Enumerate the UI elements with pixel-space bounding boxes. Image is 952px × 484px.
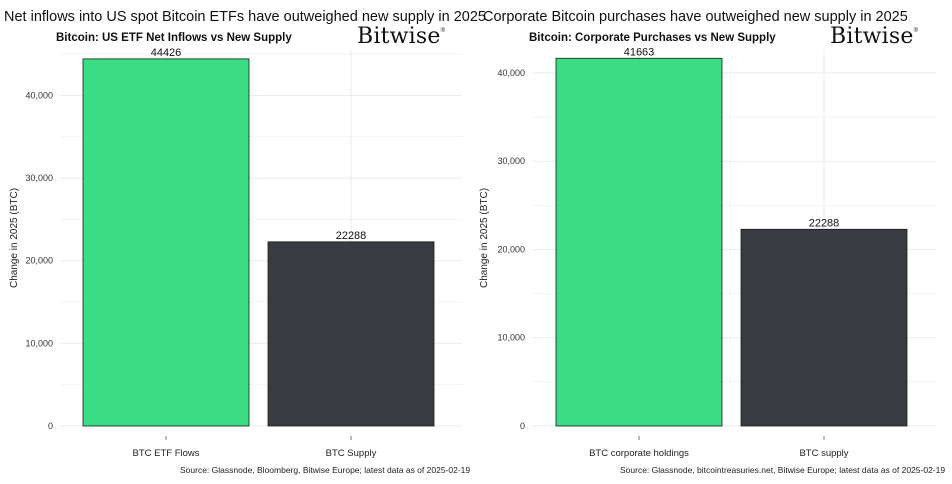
data-label: 44426 <box>151 47 182 59</box>
left-logo-text: Bitwise <box>357 24 441 49</box>
bar-primary <box>82 58 250 427</box>
x-category-label: BTC supply <box>799 448 848 459</box>
data-label: 41663 <box>624 46 655 58</box>
left-bitwise-logo: Bitwise® <box>357 24 446 49</box>
left-chart-panel: Net inflows into US spot Bitcoin ETFs ha… <box>4 9 486 475</box>
y-tick-label: 0 <box>520 421 525 431</box>
x-category-label: BTC corporate holdings <box>589 448 689 459</box>
data-label: 22288 <box>336 230 367 242</box>
y-tick-label: 10,000 <box>497 333 525 343</box>
right-headline: Corporate Bitcoin purchases have outweig… <box>483 9 908 25</box>
bar-primary <box>555 57 723 427</box>
right-source-note: Source: Glassnode, bitcointreasuries.net… <box>620 465 946 475</box>
right-bar-chart: 0 10,000 20,000 30,000 40,000 Change in 2025 … <box>479 46 937 459</box>
y-tick-label: 40,000 <box>25 90 53 100</box>
y-tick-label: 20,000 <box>497 244 525 254</box>
left-source-note: Source: Glassnode, Bloomberg, Bitwise Eu… <box>180 465 471 475</box>
x-category-label: BTC ETF Flows <box>132 448 199 459</box>
y-tick-label: 30,000 <box>25 173 53 183</box>
y-tick-label: 30,000 <box>497 156 525 166</box>
right-bitwise-logo: Bitwise® <box>830 24 919 49</box>
left-bar-chart: 0 10,000 20,000 30,000 40,000 Change in 2025 … <box>9 47 462 459</box>
y-axis-label: Change in 2025 (BTC) <box>9 188 20 288</box>
y-tick-label: 10,000 <box>25 338 53 348</box>
left-headline: Net inflows into US spot Bitcoin ETFs ha… <box>4 9 486 25</box>
y-tick-label: 20,000 <box>25 256 53 266</box>
bar-supply <box>267 241 435 427</box>
bar-supply <box>740 228 908 427</box>
x-category-label: BTC Supply <box>326 448 377 459</box>
y-tick-label: 0 <box>48 421 53 431</box>
left-chart-title: Bitcoin: US ETF Net Inflows vs New Suppl… <box>56 32 292 44</box>
y-axis-label: Change in 2025 (BTC) <box>479 188 490 288</box>
right-chart-panel: Corporate Bitcoin purchases have outweig… <box>476 0 952 484</box>
right-logo-text: Bitwise <box>830 24 914 49</box>
right-chart-title: Bitcoin: Corporate Purchases vs New Supp… <box>529 32 776 44</box>
data-label: 22288 <box>809 217 840 229</box>
y-tick-label: 40,000 <box>497 68 525 78</box>
